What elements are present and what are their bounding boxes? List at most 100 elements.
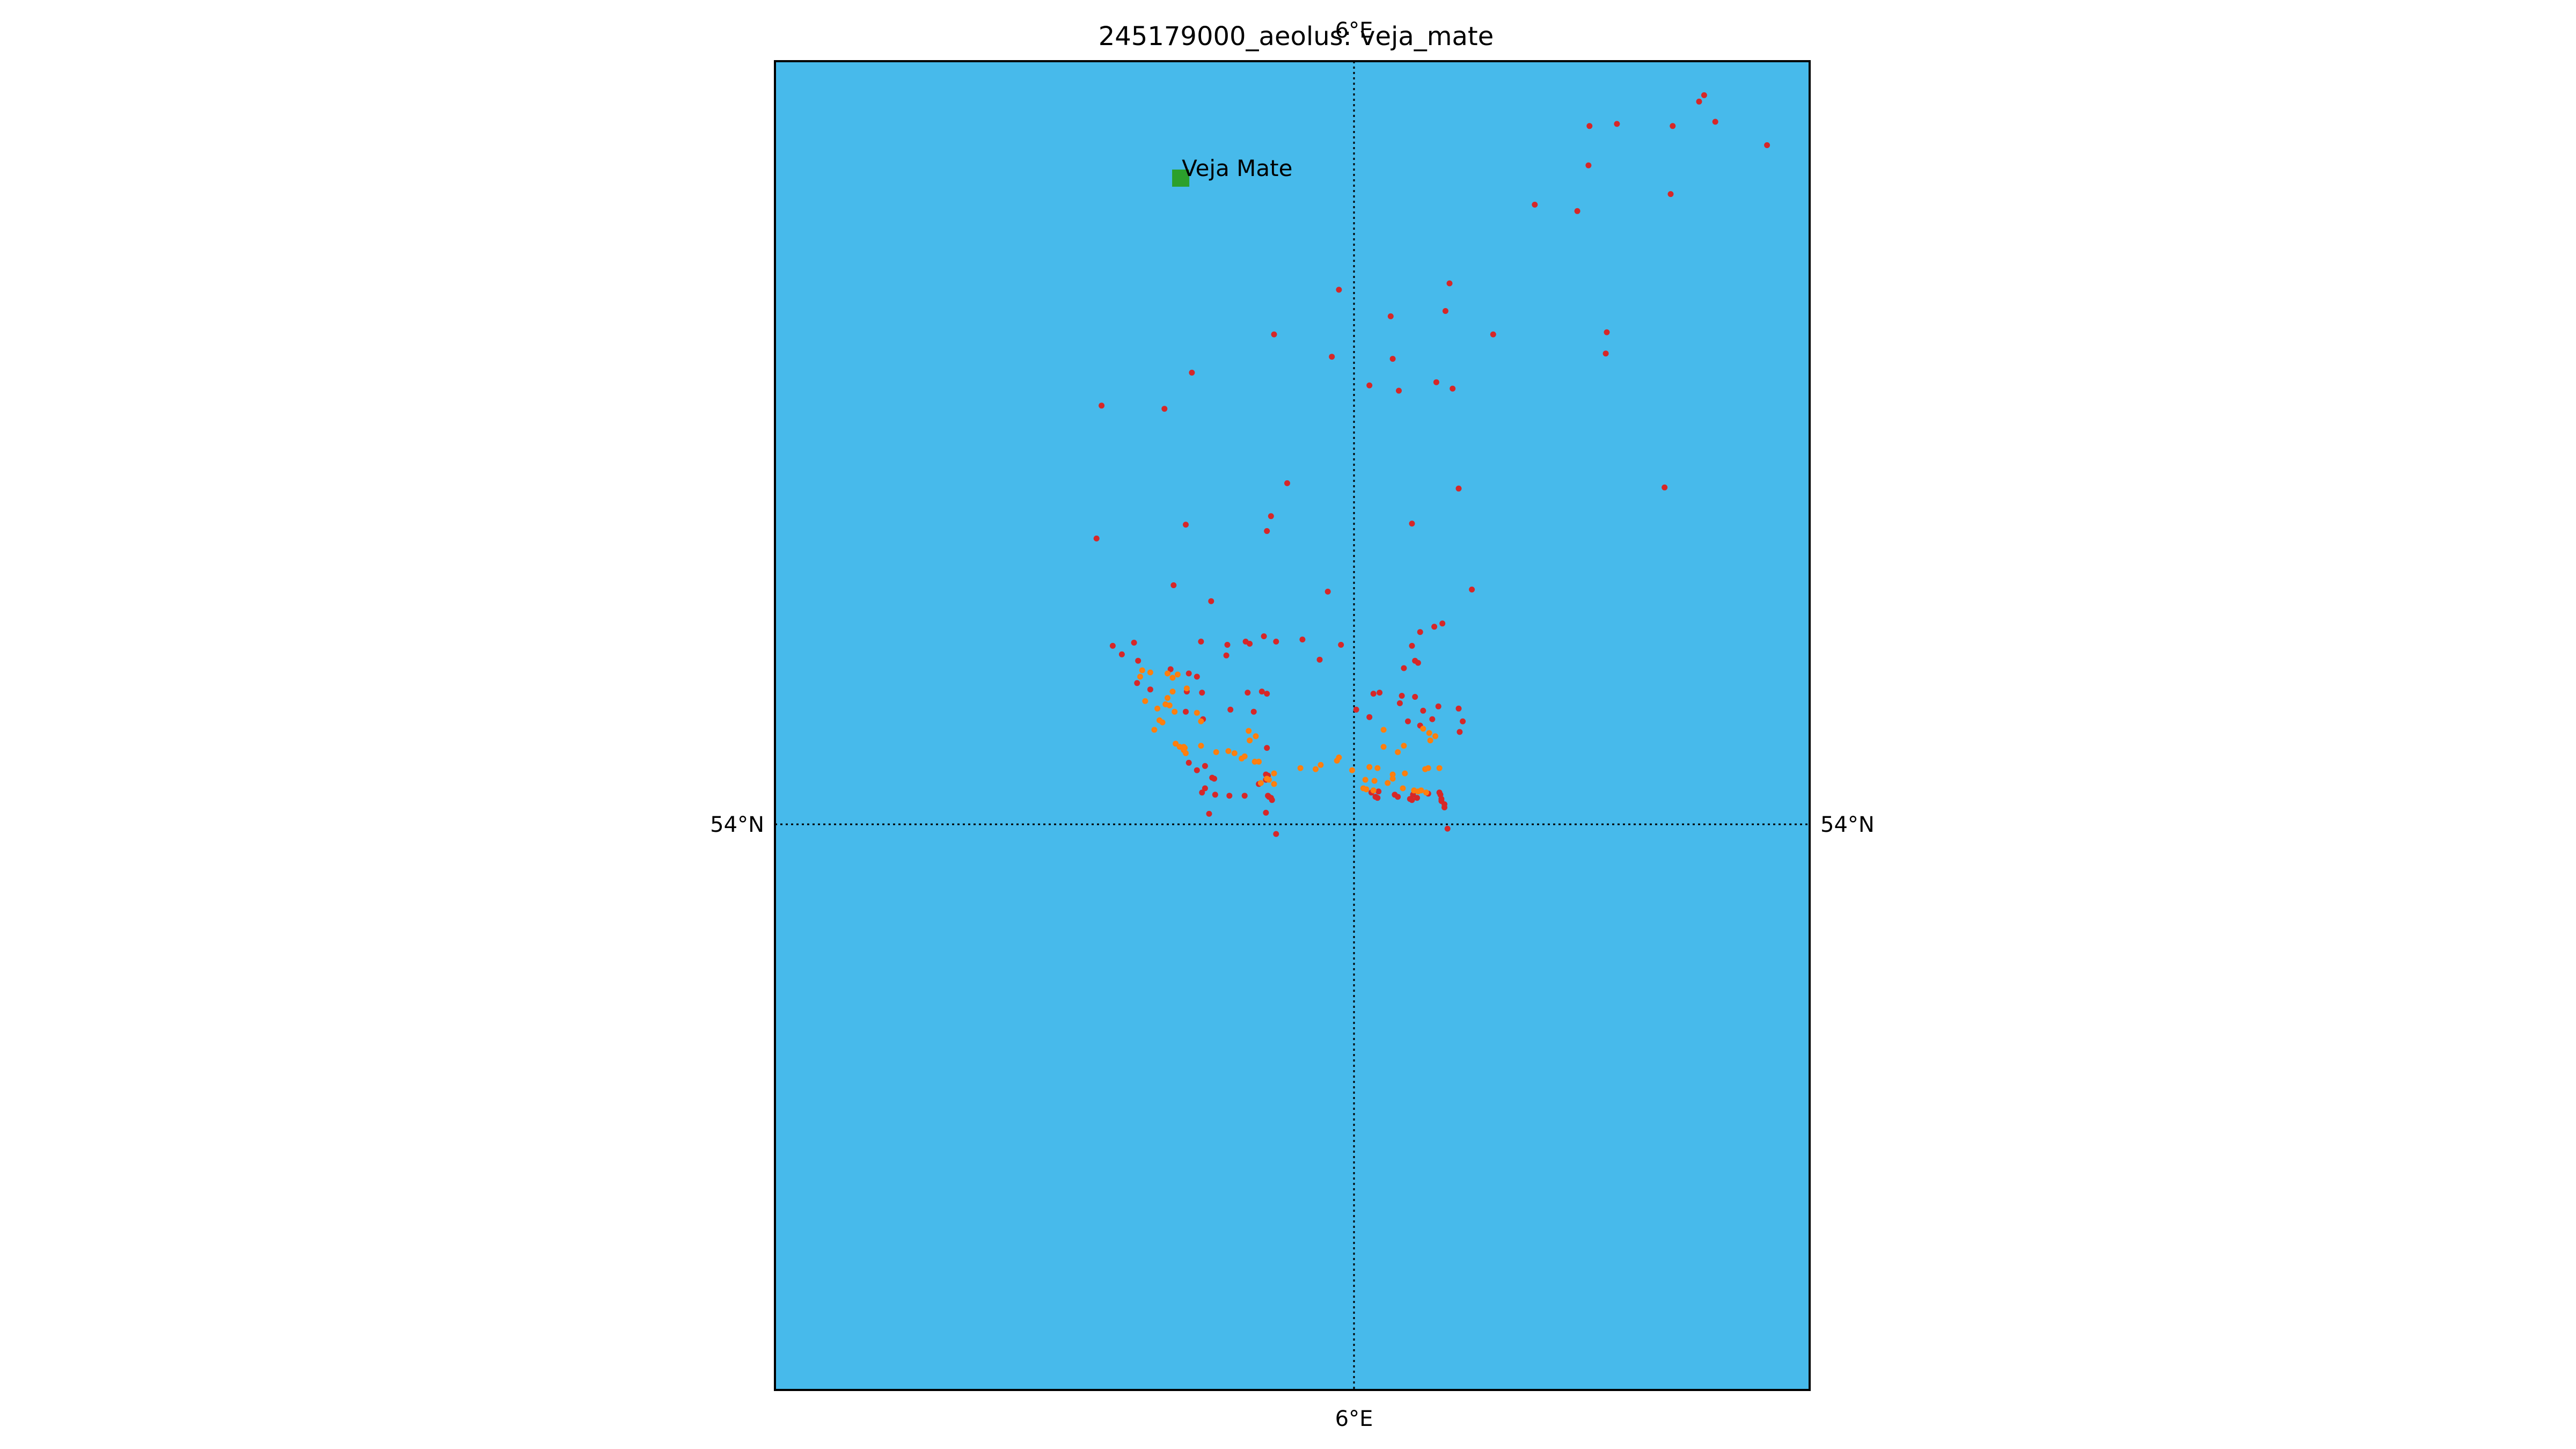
- position-point: [1185, 759, 1192, 766]
- position-point: [1415, 788, 1421, 795]
- position-point: [1396, 700, 1403, 706]
- lon-tick-label-top: 6°E: [1335, 18, 1373, 43]
- position-point: [1602, 350, 1609, 357]
- position-point: [1118, 651, 1125, 657]
- position-point: [1256, 758, 1262, 765]
- position-point: [1469, 587, 1475, 592]
- position-point: [1159, 719, 1166, 726]
- position-point: [1420, 726, 1426, 732]
- position-point: [1271, 770, 1277, 777]
- position-point: [1375, 788, 1382, 795]
- position-point: [1194, 767, 1200, 773]
- position-point: [1414, 795, 1420, 801]
- position-point: [1374, 765, 1381, 771]
- position-point: [1370, 691, 1377, 697]
- position-point: [1455, 705, 1462, 712]
- position-point: [1409, 797, 1415, 803]
- position-point: [1318, 762, 1324, 768]
- position-point: [1396, 387, 1402, 394]
- position-point: [1415, 660, 1421, 666]
- position-point: [1429, 716, 1436, 722]
- position-point: [1147, 686, 1153, 693]
- position-point: [1264, 691, 1270, 697]
- position-point: [1604, 329, 1610, 335]
- position-point: [1405, 718, 1411, 724]
- position-point: [1402, 770, 1408, 777]
- position-point: [1165, 670, 1170, 677]
- position-point: [1426, 730, 1432, 736]
- position-point: [1349, 767, 1355, 773]
- position-point: [1264, 745, 1270, 751]
- position-point: [1165, 695, 1170, 701]
- position-point: [1109, 642, 1116, 649]
- position-point: [1231, 750, 1238, 756]
- position-point: [1614, 121, 1620, 127]
- position-point: [1412, 694, 1418, 700]
- position-point: [1134, 680, 1140, 686]
- position-point: [1139, 667, 1145, 674]
- position-point: [1353, 706, 1359, 713]
- position-point: [1366, 714, 1373, 720]
- position-point: [1166, 702, 1173, 708]
- position-point: [1137, 674, 1143, 680]
- position-point: [1194, 674, 1200, 680]
- position-point: [1389, 771, 1396, 778]
- position-point: [1324, 588, 1331, 595]
- position-point: [1224, 642, 1231, 648]
- position-point: [1389, 775, 1396, 782]
- position-point: [1436, 765, 1443, 771]
- position-point: [1366, 382, 1373, 389]
- position-point: [1574, 208, 1580, 214]
- position-point: [1399, 693, 1405, 699]
- position-point: [1264, 528, 1270, 534]
- position-point: [1263, 809, 1269, 816]
- position-point: [1336, 754, 1342, 760]
- site-label: Veja Mate: [1182, 155, 1292, 181]
- position-point: [1362, 777, 1368, 783]
- position-point: [1206, 810, 1212, 817]
- veja-mate-site-marker: [1172, 169, 1190, 187]
- position-point: [1183, 708, 1189, 715]
- position-point: [1253, 733, 1259, 740]
- position-point: [1662, 484, 1668, 491]
- position-point: [1764, 142, 1770, 148]
- position-point: [1269, 797, 1275, 803]
- position-point: [1142, 698, 1148, 704]
- position-point: [1189, 369, 1195, 376]
- chart-title: 245179000_aeolus: veja_mate: [1099, 21, 1494, 52]
- position-point: [1198, 639, 1204, 645]
- position-point: [1198, 718, 1204, 724]
- position-point: [1198, 743, 1204, 749]
- position-point: [1093, 535, 1100, 541]
- map-frame: [774, 60, 1811, 1391]
- position-point: [1442, 308, 1448, 314]
- position-point: [1444, 825, 1451, 832]
- position-point: [1457, 729, 1463, 735]
- position-point: [1169, 675, 1176, 681]
- position-point: [1151, 727, 1158, 733]
- position-point: [1299, 636, 1306, 643]
- position-point: [1431, 624, 1438, 630]
- position-point: [1247, 641, 1253, 647]
- position-point: [1174, 671, 1181, 678]
- position-point: [1532, 201, 1538, 208]
- position-point: [1316, 656, 1323, 663]
- position-point: [1241, 753, 1248, 759]
- position-point: [1313, 766, 1319, 772]
- position-point: [1183, 522, 1189, 528]
- position-point: [1450, 385, 1456, 392]
- position-point: [1667, 191, 1674, 197]
- position-point: [1266, 777, 1272, 783]
- position-point: [1199, 690, 1205, 696]
- position-point: [1135, 657, 1141, 664]
- position-point: [1377, 690, 1383, 696]
- position-point: [1446, 280, 1453, 287]
- position-point: [1395, 749, 1401, 755]
- position-point: [1409, 642, 1415, 649]
- position-point: [1273, 831, 1279, 837]
- position-point: [1371, 778, 1378, 784]
- position-point: [1227, 706, 1234, 713]
- position-point: [1455, 485, 1462, 492]
- position-point: [1099, 402, 1105, 409]
- position-point: [1183, 750, 1189, 756]
